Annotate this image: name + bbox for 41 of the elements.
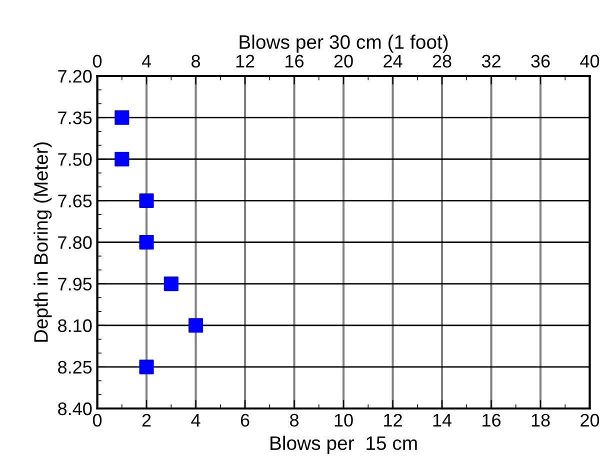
x-tick-label: 4	[191, 414, 200, 426]
point	[139, 234, 154, 250]
y-tick-label: 7.35	[58, 111, 92, 124]
y-tick-label: 7.80	[58, 236, 92, 249]
x2-tick-label: 36	[531, 54, 550, 68]
x-tick-label: 18	[532, 414, 550, 427]
x-tick-label: 0	[92, 414, 102, 427]
x2-tick-label: 0	[92, 54, 102, 68]
point	[164, 276, 178, 292]
x-tick-label: 20	[580, 414, 600, 427]
x2-tick-label: 20	[334, 54, 353, 68]
x-tick-label: 14	[433, 414, 452, 426]
x2-axis-title: Blows per 30 cm (1 foot)	[240, 34, 448, 53]
y-tick-label: 7.50	[58, 153, 92, 166]
y-tick-label: 8.25	[58, 360, 92, 374]
x-tick-label: 2	[142, 414, 151, 426]
x2-tick-label: 12	[236, 54, 254, 68]
x2-tick-label: 24	[384, 54, 402, 68]
point	[114, 152, 130, 166]
y-axis-title: Depth in Boring (Meter)	[34, 142, 52, 342]
x-axis-title: Blows per 15 cm	[270, 436, 417, 454]
x2-tick-label: 4	[142, 54, 152, 68]
y-tick-label: 8.40	[58, 402, 92, 416]
x-tick-label: 6	[240, 414, 250, 427]
point	[139, 360, 154, 374]
point	[139, 193, 154, 208]
point	[188, 318, 204, 333]
x2-tick-label: 8	[192, 54, 200, 68]
x2-tick-label: 32	[482, 54, 500, 68]
y-tick-label: 8.10	[58, 319, 92, 332]
x-tick-label: 10	[334, 414, 353, 427]
x-tick-label: 8	[290, 414, 299, 427]
y-tick-label: 7.20	[58, 70, 92, 83]
y-tick-label: 7.95	[58, 278, 92, 291]
x2-tick-label: 40	[580, 54, 600, 68]
x-tick-label: 12	[384, 414, 402, 426]
x2-tick-label: 16	[286, 54, 304, 68]
y-tick-label: 7.65	[58, 194, 92, 208]
x2-tick-label: 28	[432, 54, 452, 68]
x-tick-label: 16	[482, 414, 501, 427]
point	[114, 110, 130, 125]
